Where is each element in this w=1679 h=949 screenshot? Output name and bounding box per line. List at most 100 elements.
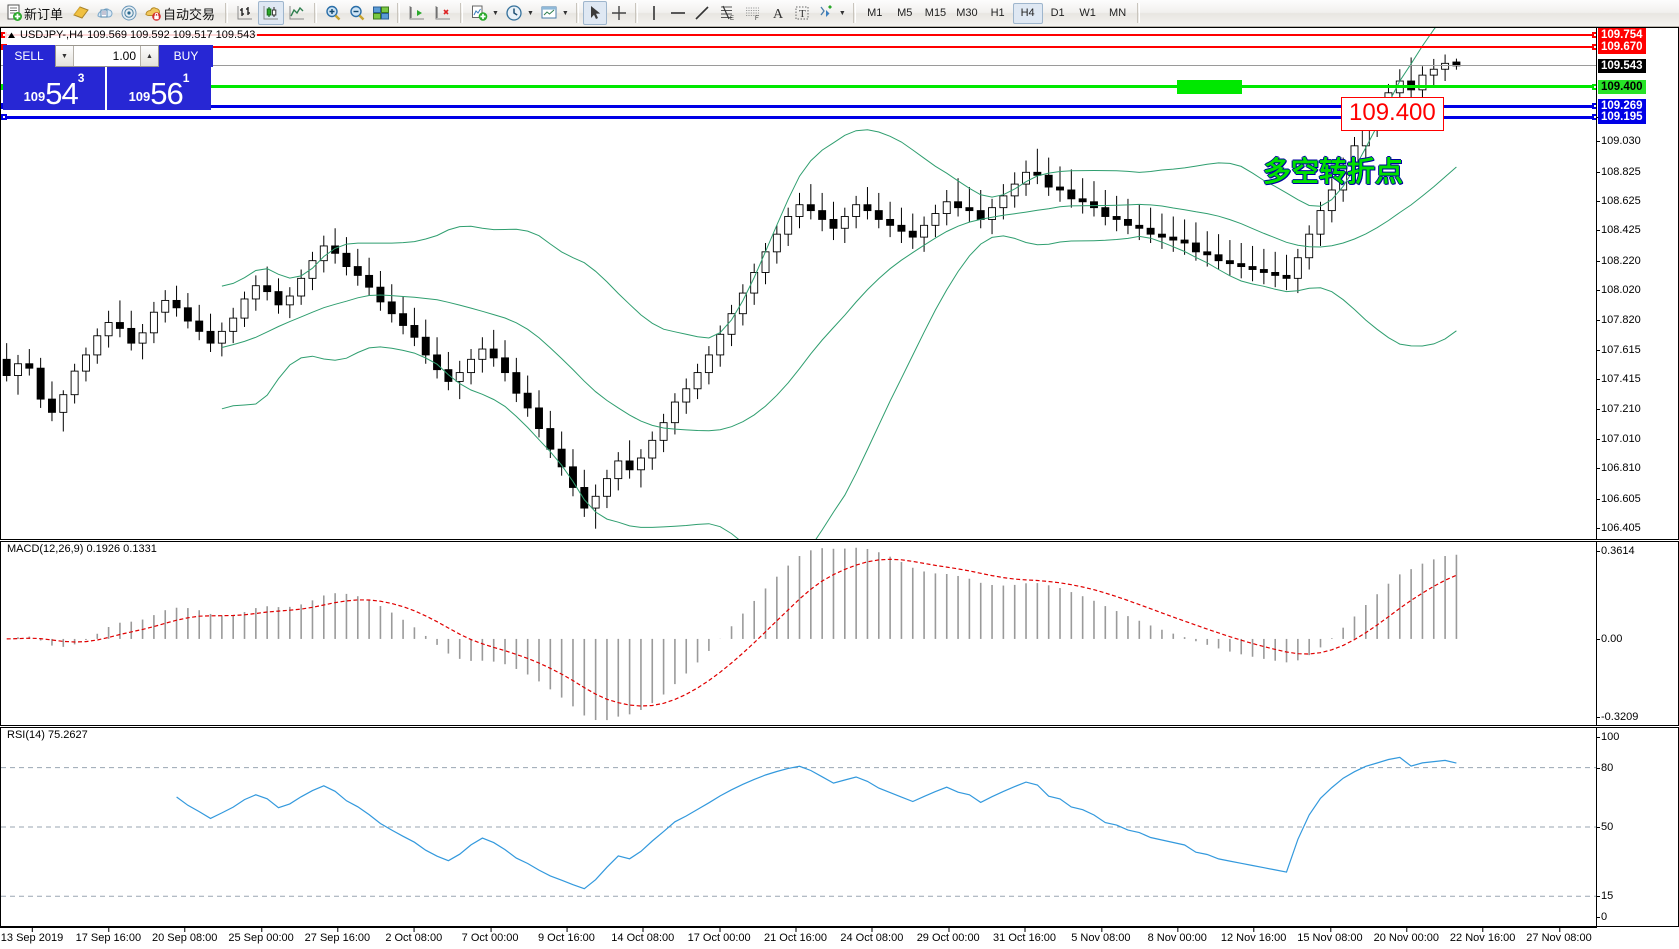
timeframe-m30-button[interactable]: M30 bbox=[956, 7, 978, 19]
auto-scroll-icon[interactable] bbox=[430, 1, 456, 25]
chart-area[interactable]: 109.400 多空转折点 USDJPY-,H4 109.569 109.592… bbox=[0, 27, 1679, 949]
time-tick-label: 29 Oct 00:00 bbox=[916, 932, 980, 944]
zoom-in-icon[interactable] bbox=[321, 1, 345, 25]
market-watch-icon[interactable] bbox=[93, 1, 117, 25]
svg-text:T: T bbox=[799, 8, 806, 20]
crosshair-icon[interactable] bbox=[607, 1, 631, 25]
buy-button[interactable]: BUY bbox=[159, 45, 213, 67]
channel-icon[interactable]: F bbox=[740, 1, 766, 25]
timeframe-d1-button[interactable]: D1 bbox=[1050, 7, 1065, 19]
timeframe-m15-button[interactable]: M15 bbox=[924, 7, 947, 19]
one-click-trading-panel[interactable]: SELL ▼ 1.00 ▲ BUY 109 54 3 109 56 1 bbox=[3, 45, 213, 110]
price-annotation-box[interactable]: 109.400 bbox=[1341, 97, 1444, 131]
level-line-bar bbox=[1, 33, 1598, 36]
time-scale[interactable]: 13 Sep 2019 17 Sep 16:00 20 Sep 08:00 25 Se… bbox=[0, 927, 1597, 949]
collapse-triangle-icon[interactable] bbox=[7, 31, 16, 40]
price-tick: 108.220 bbox=[1597, 254, 1641, 267]
tile-windows-icon[interactable] bbox=[369, 1, 393, 25]
period-dropdown-caret[interactable]: ▼ bbox=[526, 9, 534, 17]
cursor-icon[interactable] bbox=[582, 1, 607, 25]
chart-shift-icon[interactable] bbox=[404, 1, 430, 25]
indicators-icon[interactable] bbox=[467, 1, 491, 25]
new-order-button[interactable]: 新订单 bbox=[2, 1, 69, 25]
rsi-tick: 100 bbox=[1596, 731, 1620, 743]
shapes-dropdown-caret[interactable]: ▼ bbox=[838, 9, 846, 17]
timeframe-m1-button[interactable]: M1 bbox=[867, 7, 883, 19]
macd-pane-inner[interactable] bbox=[1, 542, 1678, 725]
time-tick-label: 7 Oct 00:00 bbox=[461, 932, 519, 944]
text-label-icon[interactable]: T bbox=[790, 1, 814, 25]
volume-increase-button[interactable]: ▲ bbox=[140, 46, 158, 66]
text-icon[interactable]: A bbox=[766, 1, 790, 25]
rsi-pane[interactable]: RSI(14) 75.2627 100 80 50 15 0 bbox=[0, 727, 1679, 927]
bollinger-upper-line bbox=[221, 28, 1436, 339]
templates-dropdown-caret[interactable]: ▼ bbox=[561, 9, 569, 17]
indicators-dropdown-caret[interactable]: ▼ bbox=[492, 9, 499, 17]
line-chart-icon[interactable] bbox=[284, 1, 310, 25]
autotrading-icon[interactable]: 自动交易 bbox=[141, 1, 221, 25]
sell-button[interactable]: SELL bbox=[3, 45, 55, 67]
candlestick-series bbox=[2, 54, 1461, 529]
price-pane-inner[interactable] bbox=[1, 28, 1678, 539]
macd-signal-line bbox=[6, 558, 1457, 707]
sell-price-main: 54 bbox=[45, 76, 78, 110]
price-tick: 108.825 bbox=[1597, 165, 1641, 178]
templates-icon[interactable] bbox=[537, 1, 561, 25]
time-tick-label: 20 Sep 08:00 bbox=[151, 932, 218, 944]
level-line-bar bbox=[1, 85, 1598, 89]
rsi-pane-inner[interactable] bbox=[1, 728, 1678, 926]
chart-ohlc-label: 109.569 109.592 109.517 109.543 bbox=[87, 29, 256, 41]
bollinger-middle-line bbox=[221, 166, 1457, 432]
timeframe-h1-button[interactable]: H1 bbox=[990, 7, 1005, 19]
turning-point-annotation[interactable]: 多空转折点 bbox=[1263, 155, 1404, 188]
volume-decrease-button[interactable]: ▼ bbox=[56, 46, 74, 66]
rsi-tick: 50 bbox=[1596, 821, 1614, 833]
time-tick: 9 Oct 16:00 bbox=[538, 927, 595, 944]
macd-tick: 0.00 bbox=[1596, 632, 1623, 645]
volume-input[interactable]: 1.00 bbox=[74, 46, 140, 66]
period-icon[interactable] bbox=[502, 1, 526, 25]
rsi-chart-canvas bbox=[1, 756, 1598, 897]
time-tick: 27 Nov 08:00 bbox=[1526, 927, 1592, 944]
time-tick-label: 27 Sep 16:00 bbox=[304, 932, 371, 944]
buy-price-quote[interactable]: 109 56 1 bbox=[107, 67, 211, 110]
sell-price-prefix: 109 bbox=[23, 89, 46, 104]
level-line-handle[interactable] bbox=[1, 114, 7, 121]
time-tick-mark bbox=[184, 927, 186, 932]
svg-text:F: F bbox=[755, 16, 759, 22]
time-tick-mark bbox=[795, 927, 797, 932]
timeframe-h4-button[interactable]: H4 bbox=[1012, 2, 1043, 24]
timeframe-w1-button[interactable]: W1 bbox=[1079, 7, 1096, 19]
bar-chart-icon[interactable] bbox=[232, 1, 258, 25]
timeframe-m5-button[interactable]: M5 bbox=[897, 7, 913, 19]
price-pane[interactable]: 109.400 多空转折点 USDJPY-,H4 109.569 109.592… bbox=[0, 27, 1679, 540]
time-tick-mark bbox=[31, 927, 33, 932]
shapes-icon[interactable] bbox=[814, 1, 838, 25]
price-tick: 108.425 bbox=[1597, 224, 1641, 237]
buy-price-fraction: 1 bbox=[182, 71, 190, 85]
trendline-icon[interactable] bbox=[690, 1, 714, 25]
price-scale[interactable]: 109.195 109.030 108.825 108.625 108.425 108.2… bbox=[1596, 27, 1678, 539]
navigator-icon[interactable] bbox=[117, 1, 141, 25]
fibonacci-icon[interactable]: E bbox=[714, 1, 740, 25]
time-tick-label: 17 Sep 16:00 bbox=[75, 932, 142, 944]
level-line-bar bbox=[1, 115, 1598, 119]
vertical-line-icon[interactable] bbox=[642, 1, 666, 25]
sell-price-quote[interactable]: 109 54 3 bbox=[3, 67, 107, 110]
time-tick-label: 5 Nov 08:00 bbox=[1071, 932, 1131, 944]
price-tick: 107.415 bbox=[1597, 373, 1641, 386]
price-tick: 108.020 bbox=[1597, 284, 1641, 297]
price-chart-canvas bbox=[2, 28, 1461, 539]
macd-pane[interactable]: MACD(12,26,9) 0.1926 0.1331 0.3614 0.00 -0… bbox=[0, 541, 1679, 726]
toolbar-separator bbox=[1136, 3, 1140, 23]
horizontal-line-icon[interactable] bbox=[666, 1, 690, 25]
zoom-out-icon[interactable] bbox=[345, 1, 369, 25]
time-tick-label: 31 Oct 16:00 bbox=[993, 932, 1057, 944]
timeframe-mn-button[interactable]: MN bbox=[1109, 7, 1127, 19]
toolbar-separator bbox=[460, 3, 464, 23]
svg-text:A: A bbox=[773, 7, 784, 22]
candlestick-chart-icon[interactable] bbox=[258, 1, 285, 25]
volume-stepper[interactable]: ▼ 1.00 ▲ bbox=[55, 45, 159, 67]
profiles-icon[interactable] bbox=[69, 1, 93, 25]
